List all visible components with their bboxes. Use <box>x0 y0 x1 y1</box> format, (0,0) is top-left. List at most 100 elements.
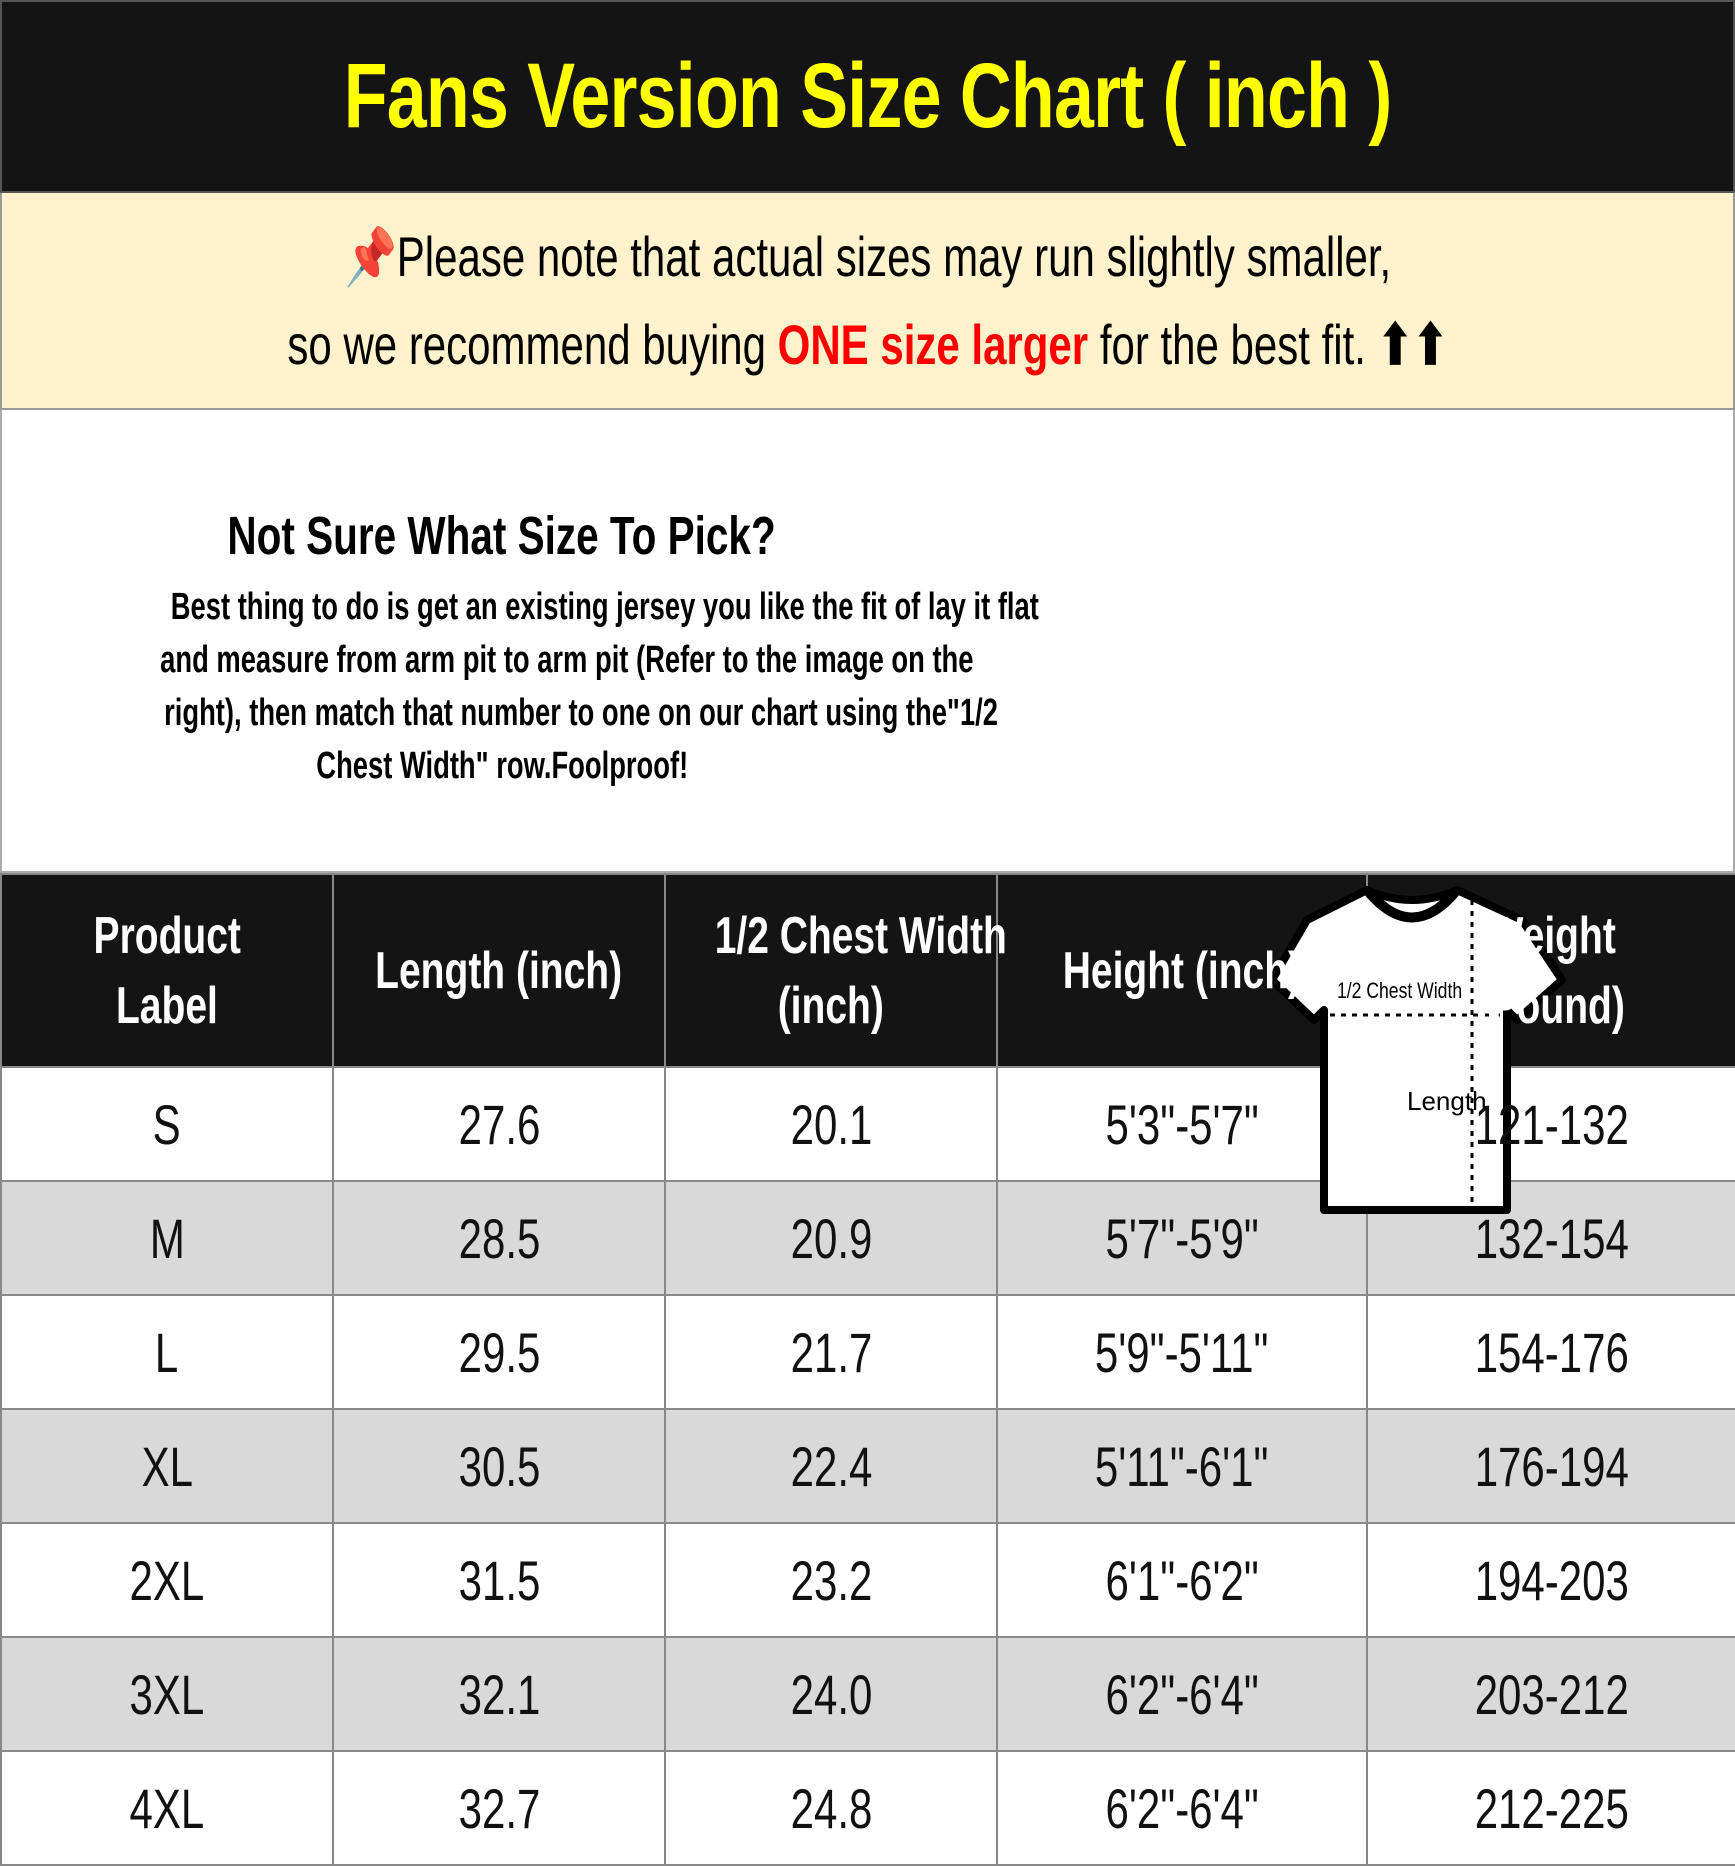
column-header-text: Weight <box>1486 906 1617 965</box>
note-line-2-prefix: so we recommend buying <box>287 312 778 376</box>
title-banner: Fans Version Size Chart ( inch ) <box>0 0 1735 193</box>
table-row: L 29.5 21.7 5'9"-5'11" 154-176 <box>0 1294 1735 1410</box>
table-cell: 132-154 <box>1366 1180 1735 1296</box>
table-cell: 32.7 <box>332 1750 666 1866</box>
table-row: 4XL 32.7 24.8 6'2"-6'4" 212-225 <box>0 1750 1735 1866</box>
column-header-text: (Pound) <box>1477 976 1626 1035</box>
cell-value: 28.5 <box>458 1206 540 1270</box>
table-cell: 154-176 <box>1366 1294 1735 1410</box>
table-row: 3XL 32.1 24.0 6'2"-6'4" 203-212 <box>0 1636 1735 1752</box>
cell-value: 20.1 <box>790 1092 872 1156</box>
table-cell: 203-212 <box>1366 1636 1735 1752</box>
table-cell: 21.7 <box>664 1294 998 1410</box>
cell-value: 6'1"-6'2" <box>1105 1548 1259 1612</box>
table-cell: 2XL <box>0 1522 334 1638</box>
cell-value: 2XL <box>129 1548 205 1612</box>
cell-value: 21.7 <box>790 1320 872 1384</box>
cell-value: 121-132 <box>1474 1092 1629 1156</box>
cell-value: 20.9 <box>790 1206 872 1270</box>
tshirt-diagram-icon: 1/2 Chest Width Length <box>1268 886 1566 1214</box>
cell-value: 212-225 <box>1474 1776 1629 1840</box>
column-header: 1/2 Chest Width (inch) <box>664 873 1007 1068</box>
column-header-text: (inch) <box>777 976 885 1035</box>
table-cell: 6'2"-6'4" <box>996 1636 1368 1752</box>
guide-heading: Not Sure What Size To Pick? <box>227 506 777 566</box>
cell-value: 5'11"-6'1" <box>1095 1434 1269 1498</box>
cell-value: 132-154 <box>1474 1206 1629 1270</box>
table-cell: 6'2"-6'4" <box>996 1750 1368 1866</box>
table-cell: 30.5 <box>332 1408 666 1524</box>
note-line-1: Please note that actual sizes may run sl… <box>396 224 1391 288</box>
cell-value: 3XL <box>129 1662 205 1726</box>
table-cell: 28.5 <box>332 1180 666 1296</box>
table-cell: 5'9"-5'11" <box>996 1294 1368 1410</box>
table-row: 2XL 31.5 23.2 6'1"-6'2" 194-203 <box>0 1522 1735 1638</box>
cell-value: 6'2"-6'4" <box>1105 1662 1259 1726</box>
table-cell: 194-203 <box>1366 1522 1735 1638</box>
table-cell: 24.0 <box>664 1636 998 1752</box>
cell-value: 176-194 <box>1474 1434 1629 1498</box>
table-cell: 212-225 <box>1366 1750 1735 1866</box>
cell-value: M <box>149 1206 185 1270</box>
cell-value: 31.5 <box>458 1548 540 1612</box>
table-row: M 28.5 20.9 5'7"-5'9" 132-154 <box>0 1180 1735 1296</box>
column-header: Product Label <box>0 873 334 1068</box>
table-cell: S <box>0 1066 334 1182</box>
cell-value: 23.2 <box>790 1548 872 1612</box>
table-cell: 5'11"-6'1" <box>996 1408 1368 1524</box>
cell-value: 6'2"-6'4" <box>1105 1776 1259 1840</box>
cell-value: 22.4 <box>790 1434 872 1498</box>
cell-value: 24.8 <box>790 1776 872 1840</box>
cell-value: 5'9"-5'11" <box>1095 1320 1269 1384</box>
cell-value: 154-176 <box>1474 1320 1629 1384</box>
sizing-note: 📌Please note that actual sizes may run s… <box>0 193 1735 410</box>
cell-value: S <box>152 1092 182 1156</box>
cell-value: 24.0 <box>790 1662 872 1726</box>
note-highlight: ONE size larger <box>777 312 1088 376</box>
cell-value: 194-203 <box>1474 1548 1629 1612</box>
table-cell: 20.9 <box>664 1180 998 1296</box>
table-cell: 31.5 <box>332 1522 666 1638</box>
table-cell: 29.5 <box>332 1294 666 1410</box>
table-cell: M <box>0 1180 334 1296</box>
table-cell: 3XL <box>0 1636 334 1752</box>
cell-value: 203-212 <box>1474 1662 1629 1726</box>
note-line-2-suffix: for the best fit. <box>1087 312 1366 376</box>
table-cell: L <box>0 1294 334 1410</box>
length-label: Length <box>1407 1086 1487 1116</box>
table-row: S 27.6 20.1 5'3"-5'7" 121-132 <box>0 1066 1735 1182</box>
table-cell: XL <box>0 1408 334 1524</box>
table-cell: 22.4 <box>664 1408 998 1524</box>
table-cell: 32.1 <box>332 1636 666 1752</box>
cell-value: 27.6 <box>458 1092 540 1156</box>
cell-value: 32.7 <box>458 1776 540 1840</box>
guide-line: right), then match that number to one on… <box>164 692 998 734</box>
guide-line: and measure from arm pit to arm pit (Ref… <box>160 639 974 681</box>
pushpin-icon: 📌 <box>344 224 397 288</box>
table-cell: 20.1 <box>664 1066 998 1182</box>
table-cell: 4XL <box>0 1750 334 1866</box>
table-row: XL 30.5 22.4 5'11"-6'1" 176-194 <box>0 1408 1735 1524</box>
guide-line: Chest Width" row.Foolproof! <box>316 745 688 787</box>
cell-value: XL <box>141 1434 193 1498</box>
guide-line: Best thing to do is get an existing jers… <box>170 586 1039 628</box>
page-title: Fans Version Size Chart ( inch ) <box>343 45 1392 147</box>
cell-value: 32.1 <box>458 1662 540 1726</box>
column-header-text: 1/2 Chest Width <box>714 906 1007 965</box>
cell-value: 30.5 <box>458 1434 540 1498</box>
chest-width-label: 1/2 Chest Width <box>1337 979 1462 1003</box>
cell-value: 29.5 <box>458 1320 540 1384</box>
size-table: Product Label Length (inch) 1/2 Chest Width… <box>0 873 1735 1866</box>
table-cell: 23.2 <box>664 1522 998 1638</box>
cell-value: 5'7"-5'9" <box>1105 1206 1259 1270</box>
table-cell: 5'3"-5'7" <box>996 1066 1368 1182</box>
column-header: Height (inch) <box>996 873 1368 1068</box>
column-header-text: Product <box>93 906 241 965</box>
table-cell: 6'1"-6'2" <box>996 1522 1368 1638</box>
column-header-text: Label <box>116 976 218 1035</box>
table-cell: 5'7"-5'9" <box>996 1180 1368 1296</box>
cell-value: L <box>155 1320 179 1384</box>
measure-guide: Not Sure What Size To Pick? Best thing t… <box>0 410 1735 1214</box>
table-cell: 176-194 <box>1366 1408 1735 1524</box>
up-arrows-icon: ⬆⬆ <box>1377 312 1448 376</box>
